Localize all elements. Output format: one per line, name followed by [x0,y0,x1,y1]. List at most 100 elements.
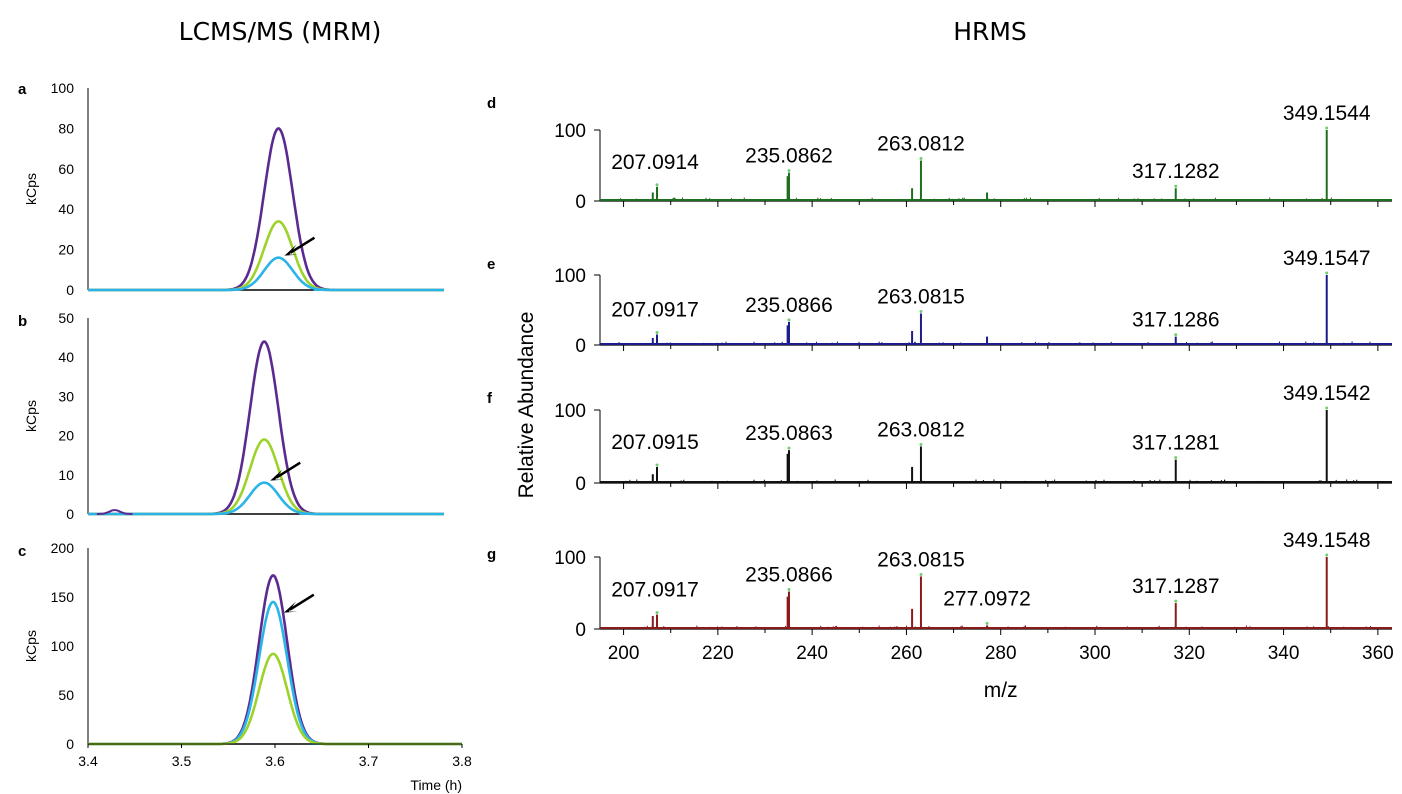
panel-letter-a: a [18,81,27,98]
peak-marker [787,318,791,322]
y-tick-label: 10 [58,467,74,483]
y-tick-label: 60 [58,161,74,177]
peak-label: 235.0866 [745,294,833,317]
arrow-head [270,469,285,481]
y-tick-label: 100 [554,401,586,422]
x-tick-label: 220 [702,643,734,664]
arrow-shaft [289,593,315,611]
panel-letter-e: e [487,256,495,273]
series-line-2 [88,600,462,746]
y-tick-label: 80 [58,120,74,136]
peak-label: 207.0917 [611,299,699,322]
x-tick-label: 3.6 [265,753,285,769]
panel-letter-d: d [487,95,496,112]
peak-marker [1325,406,1329,410]
y-axis-label: kCps [23,400,39,432]
y-tick-label: 50 [58,687,74,703]
y-tick-label: 20 [58,428,74,444]
y-tick-label: 100 [51,638,75,654]
peak-marker [985,621,989,625]
y-tick-label: 0 [66,506,74,522]
panel-letter-b: b [18,313,27,330]
plots-group: a 0 20 40 60 80 100 kCps b 0 10 20 30 40 50 kCps c 0 50 100… [18,80,1394,793]
heading-hrms: HRMS [953,17,1027,46]
peak-marker [787,169,791,173]
peak-label: 263.0812 [877,419,965,442]
x-tick-label: 320 [1173,643,1205,664]
x-tick-label: 300 [1079,643,1111,664]
series-line-3 [88,652,462,746]
y-tick-label: 0 [575,192,586,213]
peak-marker [787,446,791,450]
y-tick-label: 100 [554,121,586,142]
peak-marker [919,572,923,576]
peak-marker [1325,271,1329,275]
panel-letter-c: c [18,543,26,560]
y-tick-label: 20 [58,242,74,258]
peak-marker [919,157,923,161]
x-tick-label: 3.4 [78,753,98,769]
minor-peak [96,509,133,515]
y-tick-label: 0 [575,474,586,495]
peak-marker [655,183,659,187]
peak-label: 235.0866 [745,564,833,587]
x-tick-label: 240 [796,643,828,664]
y-tick-label: 200 [51,540,75,556]
peak-label: 317.1281 [1132,432,1220,455]
peak-label: 349.1547 [1283,247,1371,270]
y-axis-label: kCps [23,630,39,662]
peak-label: 207.0917 [611,579,699,602]
y-tick-label: 100 [51,80,75,96]
peak-label: 349.1542 [1283,382,1371,405]
arrow-head [283,601,298,613]
peak-marker [787,588,791,592]
x-tick-label: 280 [985,643,1017,664]
peak-label: 277.0972 [943,587,1031,610]
peak-label: 207.0915 [611,431,699,454]
series-line-1 [88,127,444,292]
x-tick-label: 200 [608,643,640,664]
y-tick-label: 100 [554,266,586,287]
peak-marker [1325,126,1329,130]
y-tick-label: 150 [51,589,75,605]
heading-lcms: LCMS/MS (MRM) [179,17,382,46]
series-line-3 [88,256,444,292]
peak-marker [655,611,659,615]
peak-label: 349.1544 [1283,102,1371,125]
peak-marker [1174,599,1178,603]
y-tick-label: 50 [58,310,74,326]
peak-label: 317.1287 [1132,575,1220,598]
y-axis-label: kCps [23,173,39,205]
arrow-head [284,244,299,256]
series-line-1 [88,574,462,746]
peak-marker [1325,553,1329,557]
peak-marker [1174,333,1178,337]
arrow-shaft [275,461,301,479]
panel-letter-f: f [487,390,493,407]
peak-label: 263.0815 [877,548,965,571]
x-tick-label: 3.5 [172,753,192,769]
peak-label: 317.1286 [1132,309,1220,332]
peak-label: 349.1548 [1283,529,1371,552]
x-tick-label: 260 [891,643,923,664]
peak-marker [655,331,659,334]
peak-marker [655,463,659,467]
x-axis-label: Time (h) [410,777,462,793]
y-tick-label: 0 [575,336,586,357]
x-tick-label: 3.8 [452,753,472,769]
x-tick-label: 3.7 [359,753,379,769]
x-tick-label: 340 [1268,643,1300,664]
series-line-2 [88,438,444,516]
peak-marker [1174,184,1178,188]
series-line-2 [88,220,444,292]
peak-marker [919,310,923,313]
y-tick-label: 0 [66,282,74,298]
peak-label: 317.1282 [1132,160,1220,183]
peak-label: 235.0862 [745,145,833,168]
arrow-shaft [289,236,316,254]
peak-label: 235.0863 [745,422,833,445]
peak-marker [919,443,923,446]
series-line-1 [88,340,444,516]
y-tick-label: 40 [58,349,74,365]
